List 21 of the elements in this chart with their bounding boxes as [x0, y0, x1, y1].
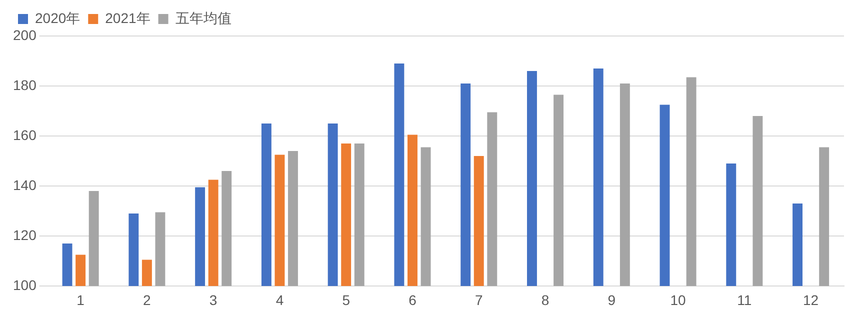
x-tick-label: 12	[803, 292, 819, 308]
x-tick-label: 5	[342, 292, 350, 308]
y-tick-label: 140	[13, 176, 37, 193]
x-tick-label: 11	[737, 292, 752, 308]
x-tick-label: 1	[76, 292, 85, 308]
x-tick-label: 3	[209, 292, 218, 308]
legend-label: 2020年	[35, 10, 80, 26]
y-tick-label: 120	[13, 226, 37, 243]
y-tick-label: 180	[13, 76, 37, 93]
y-tick-label: 200	[13, 26, 37, 43]
legend-label: 2021年	[105, 10, 150, 26]
y-tick-label: 160	[13, 126, 37, 143]
x-tick-label: 9	[608, 292, 616, 308]
x-tick-label: 7	[474, 292, 483, 308]
legend-label: 五年均值	[175, 10, 232, 26]
x-tick-label: 10	[670, 292, 686, 308]
y-tick-label: 100	[13, 276, 37, 293]
x-tick-label: 6	[408, 292, 417, 308]
x-tick-label: 8	[541, 292, 550, 308]
x-tick-label: 2	[143, 292, 152, 308]
x-tick-label: 4	[276, 292, 284, 308]
